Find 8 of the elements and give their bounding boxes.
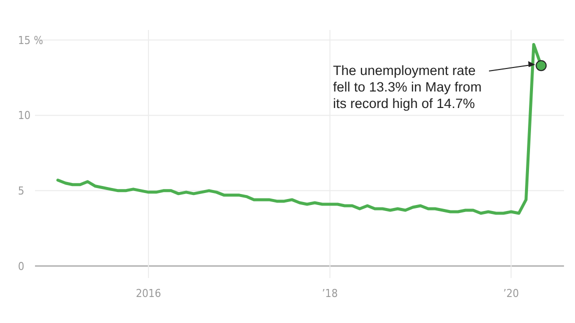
x-tick-label: ’18 — [322, 287, 338, 300]
y-tick-label: 0 — [18, 260, 24, 273]
x-tick-label: ’20 — [503, 287, 519, 300]
y-tick-label: 5 — [18, 184, 24, 198]
y-tick-label: 10 — [18, 109, 31, 122]
annotation: The unemployment rate fell to 13.3% in May from its record high of 14.7% — [333, 63, 482, 111]
y-tick-label: 15 % — [18, 34, 44, 47]
x-tick-label: 2016 — [136, 287, 162, 300]
